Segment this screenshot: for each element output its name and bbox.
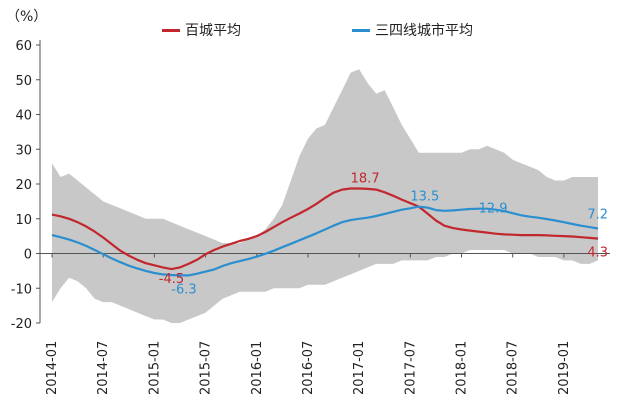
- x-tick-label: 2016-07: [301, 341, 316, 395]
- band-area: [52, 69, 598, 323]
- x-tick-label: 2018-01: [455, 341, 470, 395]
- x-tick-label: 2014-01: [45, 341, 60, 395]
- y-tick-label: -10: [11, 282, 32, 297]
- y-tick-label: 0: [24, 248, 32, 263]
- y-tick-label: -20: [11, 317, 32, 332]
- y-tick-label: 30: [15, 143, 32, 158]
- range-band: [52, 69, 598, 323]
- data-label: 7.2: [587, 207, 608, 222]
- series-lines: [51, 187, 599, 277]
- y-tick-label: 20: [15, 178, 32, 193]
- x-tick-label: 2015-01: [147, 341, 162, 395]
- data-label: 4.3: [587, 246, 608, 261]
- series-line-sansi: [51, 205, 599, 277]
- legend-label-baicheng: 百城平均: [185, 23, 241, 39]
- data-label: 12.9: [479, 202, 508, 217]
- data-labels: -4.5-6.3 18.7 13.5 12.9 7.2 4.3: [159, 172, 608, 298]
- legend-swatch-red: [162, 28, 180, 32]
- x-tick-label: 2017-01: [352, 341, 367, 395]
- y-tick-label: 40: [15, 109, 32, 124]
- data-label: -6.3: [171, 282, 196, 297]
- legend-label-sansi: 三四线城市平均: [375, 23, 473, 39]
- axes: -20 -10 0 10 20 30 40 50 60 2014-01 2014-07 2015-01…: [11, 39, 610, 395]
- legend-item-baicheng: 百城平均: [162, 20, 241, 40]
- data-label: -4.5: [159, 272, 184, 287]
- data-label: 18.7: [351, 172, 380, 187]
- x-tick-label: 2019-01: [557, 341, 572, 395]
- x-tick-label: 2017-07: [403, 341, 418, 395]
- y-tick-label: 10: [15, 213, 32, 228]
- x-tick-label: 2016-01: [250, 341, 265, 395]
- y-tick-label: 60: [15, 39, 32, 54]
- y-axis-unit: （%）: [6, 9, 48, 25]
- x-tick-label: 2018-07: [506, 341, 521, 395]
- x-tick-label: 2014-07: [96, 341, 111, 395]
- y-tick-label: 50: [15, 74, 32, 89]
- x-tick-label: 2015-07: [199, 341, 214, 395]
- data-label: 13.5: [410, 190, 439, 205]
- series-line-baicheng: [51, 187, 599, 271]
- legend-item-sansi: 三四线城市平均: [352, 20, 473, 40]
- legend-swatch-blue: [352, 28, 370, 32]
